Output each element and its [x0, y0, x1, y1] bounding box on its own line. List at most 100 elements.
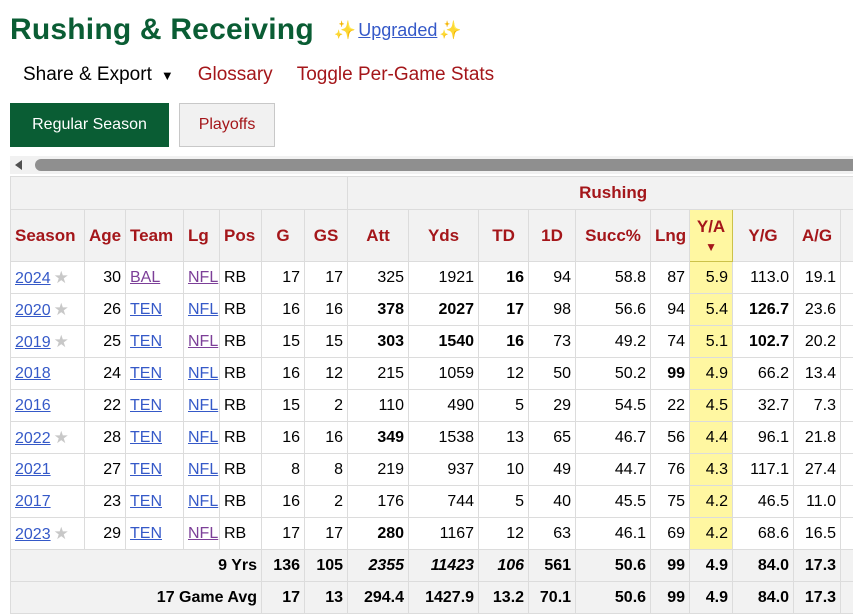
star-icon: ★ — [54, 268, 69, 287]
summary-ya-cell: 4.9 — [690, 582, 733, 614]
ya-cell: 5.1 — [690, 326, 733, 358]
league-link[interactable]: NFL — [188, 365, 218, 382]
season-link[interactable]: 2016 — [15, 397, 51, 414]
league-link[interactable]: NFL — [188, 397, 218, 414]
horizontal-scrollbar[interactable] — [10, 156, 853, 174]
league-link[interactable]: NFL — [188, 493, 218, 510]
g-cell: 8 — [262, 454, 305, 486]
upgraded-link[interactable]: Upgraded — [358, 20, 437, 41]
ya-cell: 4.4 — [690, 422, 733, 454]
succ-cell: 49.2 — [576, 326, 651, 358]
g-cell: 15 — [262, 390, 305, 422]
team-link[interactable]: TEN — [130, 301, 162, 318]
league-link[interactable]: NFL — [188, 269, 218, 286]
yds-cell: 1059 — [409, 358, 479, 390]
season-cell: 2019★ — [11, 326, 85, 358]
season-link[interactable]: 2023 — [15, 526, 51, 543]
succ-cell: 54.5 — [576, 390, 651, 422]
col-succ-pct[interactable]: Succ% — [576, 210, 651, 262]
summary-td-cell: 106 — [479, 550, 529, 582]
td-cell: 17 — [479, 294, 529, 326]
season-link[interactable]: 2021 — [15, 461, 51, 478]
col-gs[interactable]: GS — [305, 210, 348, 262]
team-cell: TEN — [126, 294, 184, 326]
team-link[interactable]: TEN — [130, 365, 162, 382]
yg-cell: 66.2 — [733, 358, 794, 390]
team-link[interactable]: TEN — [130, 525, 162, 542]
ag-cell: 11.0 — [794, 486, 841, 518]
col-age[interactable]: Age — [85, 210, 126, 262]
lng-cell: 22 — [651, 390, 690, 422]
season-cell: 2021 — [11, 454, 85, 486]
lng-cell: 76 — [651, 454, 690, 486]
overflow-cell — [841, 582, 853, 614]
ag-cell: 13.4 — [794, 358, 841, 390]
col-yds[interactable]: Yds — [409, 210, 479, 262]
summary-ya-cell: 4.9 — [690, 550, 733, 582]
summary-lng-cell: 99 — [651, 582, 690, 614]
season-cell: 2016 — [11, 390, 85, 422]
upgraded-badge[interactable]: ✨ Upgraded ✨ — [334, 20, 462, 41]
succ-cell: 50.2 — [576, 358, 651, 390]
league-link[interactable]: NFL — [188, 461, 218, 478]
season-link[interactable]: 2022 — [15, 430, 51, 447]
col-pos[interactable]: Pos — [220, 210, 262, 262]
league-link[interactable]: NFL — [188, 429, 218, 446]
age-cell: 29 — [85, 518, 126, 550]
col-td[interactable]: TD — [479, 210, 529, 262]
league-link[interactable]: NFL — [188, 525, 218, 542]
scrollbar-thumb[interactable] — [35, 159, 853, 171]
league-link[interactable]: NFL — [188, 301, 218, 318]
season-link[interactable]: 2019 — [15, 334, 51, 351]
tab-regular-season[interactable]: Regular Season — [10, 103, 169, 147]
g-cell: 17 — [262, 262, 305, 294]
col-1d[interactable]: 1D — [529, 210, 576, 262]
col-a-per-g[interactable]: A/G — [794, 210, 841, 262]
col-g[interactable]: G — [262, 210, 305, 262]
summary-ag-cell: 17.3 — [794, 582, 841, 614]
team-link[interactable]: TEN — [130, 333, 162, 350]
league-cell: NFL — [184, 486, 220, 518]
page-title: Rushing & Receiving — [10, 13, 314, 47]
td-cell: 12 — [479, 358, 529, 390]
league-cell: NFL — [184, 326, 220, 358]
over-header-row: Rushing — [11, 177, 853, 210]
season-link[interactable]: 2024 — [15, 270, 51, 287]
ya-cell: 4.3 — [690, 454, 733, 486]
age-cell: 27 — [85, 454, 126, 486]
gs-cell: 16 — [305, 422, 348, 454]
gs-cell: 15 — [305, 326, 348, 358]
ag-cell: 27.4 — [794, 454, 841, 486]
team-link[interactable]: TEN — [130, 429, 162, 446]
toggle-per-game-link[interactable]: Toggle Per-Game Stats — [297, 64, 494, 86]
yg-cell: 117.1 — [733, 454, 794, 486]
tab-playoffs[interactable]: Playoffs — [179, 103, 275, 147]
scroll-left-arrow-icon[interactable] — [15, 160, 22, 170]
col-att[interactable]: Att — [348, 210, 409, 262]
glossary-link[interactable]: Glossary — [198, 64, 273, 86]
season-link[interactable]: 2017 — [15, 493, 51, 510]
col-lg[interactable]: Lg — [184, 210, 220, 262]
fd-cell: 73 — [529, 326, 576, 358]
team-link[interactable]: BAL — [130, 269, 160, 286]
season-link[interactable]: 2018 — [15, 365, 51, 382]
team-link[interactable]: TEN — [130, 493, 162, 510]
col-season[interactable]: Season — [11, 210, 85, 262]
gs-cell: 16 — [305, 294, 348, 326]
team-link[interactable]: TEN — [130, 397, 162, 414]
succ-cell: 46.7 — [576, 422, 651, 454]
col-y-per-g[interactable]: Y/G — [733, 210, 794, 262]
col-y-per-a[interactable]: Y/A ▼ — [690, 210, 733, 262]
team-link[interactable]: TEN — [130, 461, 162, 478]
ya-cell: 4.2 — [690, 518, 733, 550]
league-link[interactable]: NFL — [188, 333, 218, 350]
lng-cell: 75 — [651, 486, 690, 518]
column-header-row: Season Age Team Lg Pos G GS Att Yds TD 1… — [11, 210, 853, 262]
season-link[interactable]: 2020 — [15, 302, 51, 319]
col-team[interactable]: Team — [126, 210, 184, 262]
share-export-dropdown[interactable]: Share & Export ▼ — [23, 64, 174, 86]
col-lng[interactable]: Lng — [651, 210, 690, 262]
